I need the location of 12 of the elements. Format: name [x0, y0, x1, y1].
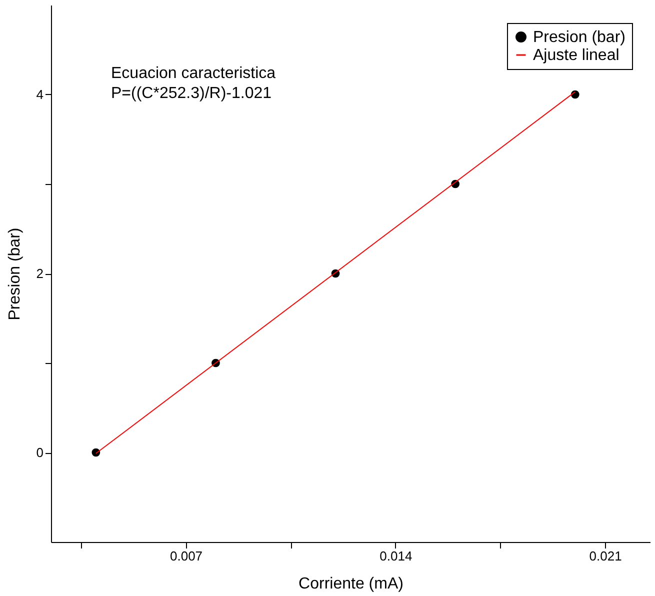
y-tick-label: 4: [36, 87, 44, 102]
x-tick-label: 0.014: [380, 548, 412, 564]
annotation: P=((C*252.3)/R)-1.021: [111, 85, 272, 102]
annotation: Ecuacion caracteristica: [111, 65, 276, 82]
y-tick-label: 2: [36, 266, 44, 281]
legend-label: Ajuste lineal: [533, 47, 620, 64]
x-tick-label: 0.021: [589, 548, 622, 564]
y-axis-title: Presion (bar): [6, 228, 24, 320]
x-tick-label: 0.007: [170, 548, 203, 564]
legend-label: Presion (bar): [533, 29, 626, 46]
x-axis-title: Corriente (mA): [298, 576, 404, 592]
y-tick-label: 0: [36, 445, 44, 460]
